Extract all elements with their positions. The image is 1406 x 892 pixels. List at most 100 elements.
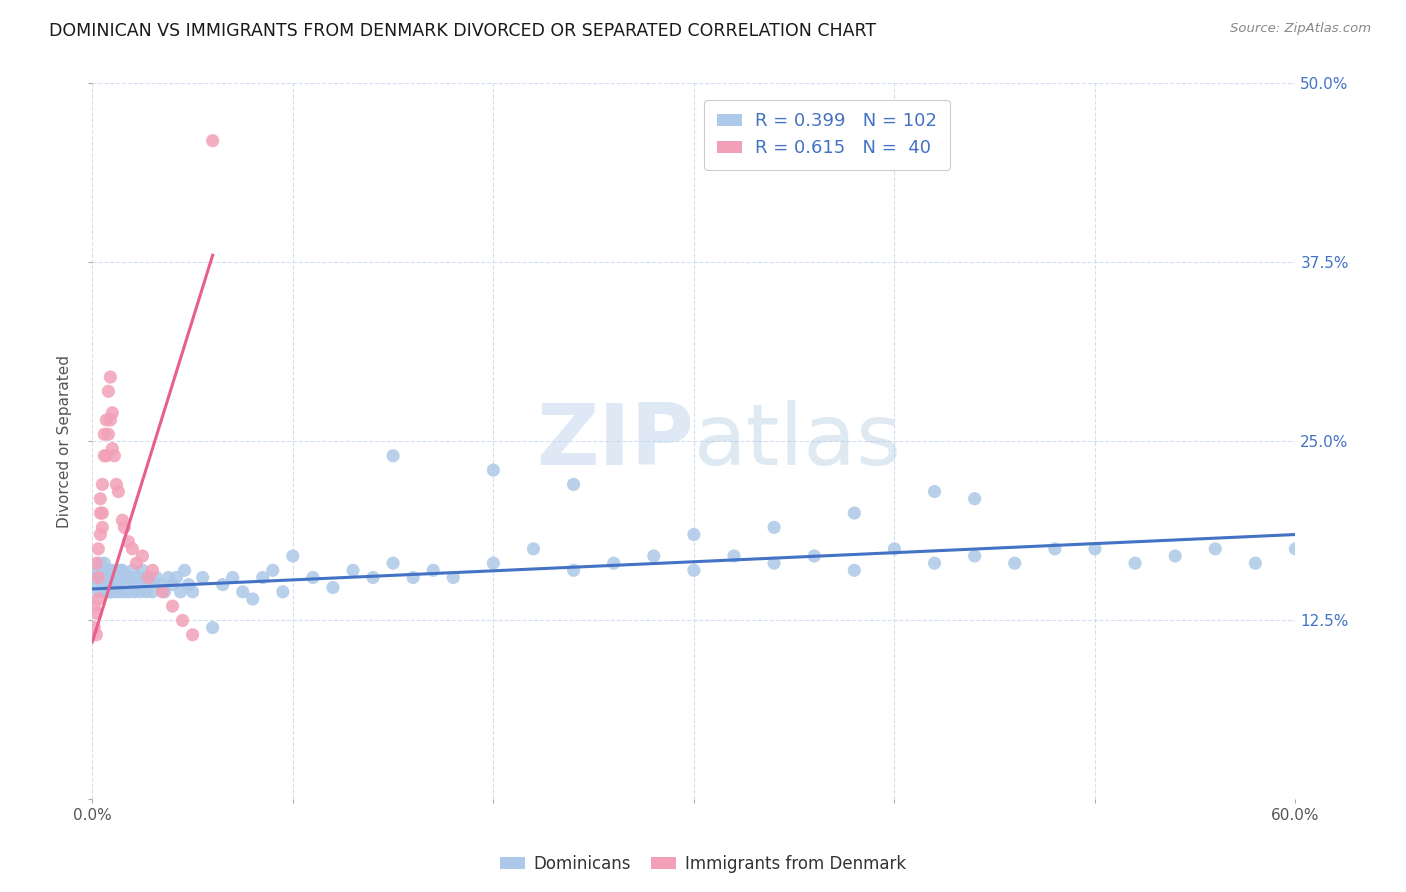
Point — [115, 577, 138, 591]
Point — [157, 570, 180, 584]
Point — [153, 584, 176, 599]
Point — [149, 577, 172, 591]
Point — [87, 541, 110, 556]
Point — [93, 427, 115, 442]
Point — [86, 577, 108, 591]
Point — [91, 520, 114, 534]
Point — [963, 491, 986, 506]
Point — [271, 584, 294, 599]
Point — [111, 570, 134, 584]
Point — [242, 591, 264, 606]
Point — [89, 491, 111, 506]
Point — [683, 563, 706, 577]
Point — [96, 413, 118, 427]
Point — [87, 570, 110, 584]
Point — [103, 570, 125, 584]
Point — [602, 556, 624, 570]
Point — [101, 442, 124, 456]
Point — [101, 563, 124, 577]
Point — [262, 563, 284, 577]
Point — [83, 599, 105, 614]
Point — [121, 563, 143, 577]
Point — [97, 563, 120, 577]
Point — [844, 506, 866, 520]
Point — [522, 541, 544, 556]
Point — [422, 563, 444, 577]
Point — [281, 549, 304, 563]
Point — [1084, 541, 1107, 556]
Point — [96, 577, 118, 591]
Point — [97, 427, 120, 442]
Point — [89, 506, 111, 520]
Point — [98, 413, 121, 427]
Point — [173, 563, 195, 577]
Point — [97, 584, 120, 599]
Point — [166, 570, 188, 584]
Point — [172, 614, 194, 628]
Point — [683, 527, 706, 541]
Point — [562, 477, 585, 491]
Point — [963, 549, 986, 563]
Text: Source: ZipAtlas.com: Source: ZipAtlas.com — [1230, 22, 1371, 36]
Point — [101, 570, 124, 584]
Point — [103, 449, 125, 463]
Point — [402, 570, 425, 584]
Legend: R = 0.399   N = 102, R = 0.615   N =  40: R = 0.399 N = 102, R = 0.615 N = 40 — [704, 100, 949, 170]
Point — [89, 570, 111, 584]
Point — [162, 577, 184, 591]
Text: atlas: atlas — [695, 400, 901, 483]
Point — [87, 584, 110, 599]
Point — [117, 584, 139, 599]
Point — [91, 477, 114, 491]
Point — [232, 584, 254, 599]
Point — [105, 477, 128, 491]
Point — [107, 570, 129, 584]
Point — [112, 570, 135, 584]
Point — [134, 570, 156, 584]
Point — [91, 506, 114, 520]
Point — [110, 563, 132, 577]
Point — [135, 584, 157, 599]
Point — [125, 556, 148, 570]
Point — [169, 584, 191, 599]
Point — [803, 549, 825, 563]
Point — [844, 563, 866, 577]
Text: DOMINICAN VS IMMIGRANTS FROM DENMARK DIVORCED OR SEPARATED CORRELATION CHART: DOMINICAN VS IMMIGRANTS FROM DENMARK DIV… — [49, 22, 876, 40]
Point — [121, 541, 143, 556]
Point — [1043, 541, 1066, 556]
Point — [105, 584, 128, 599]
Point — [382, 449, 405, 463]
Point — [441, 570, 464, 584]
Point — [93, 449, 115, 463]
Point — [1284, 541, 1306, 556]
Point — [152, 584, 174, 599]
Point — [87, 563, 110, 577]
Point — [112, 520, 135, 534]
Point — [89, 556, 111, 570]
Point — [96, 449, 118, 463]
Point — [131, 549, 153, 563]
Point — [86, 607, 108, 621]
Point — [86, 628, 108, 642]
Point — [139, 570, 162, 584]
Point — [103, 577, 125, 591]
Point — [221, 570, 243, 584]
Point — [924, 556, 946, 570]
Point — [482, 556, 505, 570]
Point — [181, 628, 204, 642]
Point — [105, 563, 128, 577]
Point — [162, 599, 184, 614]
Point — [131, 563, 153, 577]
Point — [101, 406, 124, 420]
Point — [382, 556, 405, 570]
Point — [924, 484, 946, 499]
Point — [93, 556, 115, 570]
Point — [1123, 556, 1146, 570]
Point — [89, 527, 111, 541]
Point — [87, 591, 110, 606]
Point — [141, 584, 163, 599]
Point — [302, 570, 325, 584]
Point — [125, 577, 148, 591]
Point — [138, 577, 160, 591]
Legend: Dominicans, Immigrants from Denmark: Dominicans, Immigrants from Denmark — [494, 848, 912, 880]
